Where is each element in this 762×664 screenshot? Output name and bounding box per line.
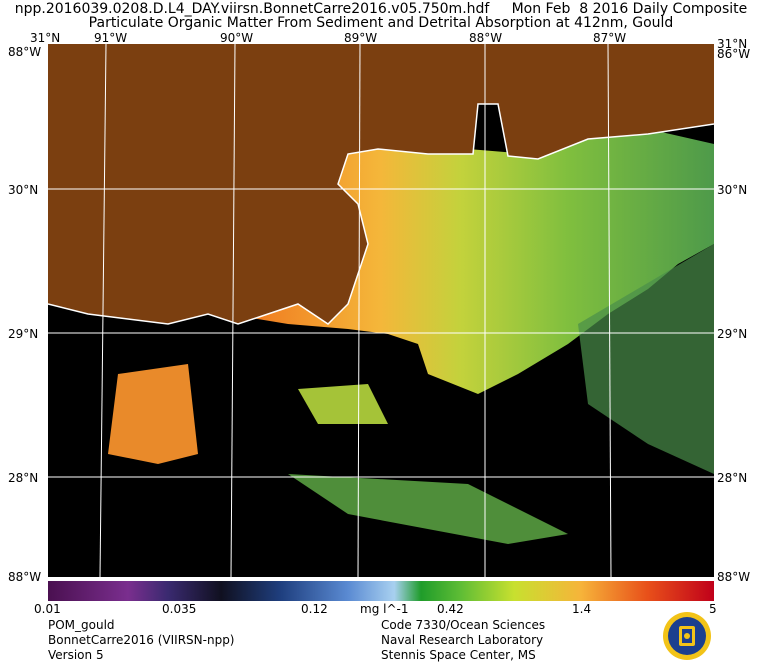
land-area [48, 44, 714, 324]
lat-label-29n-right: 29°N [717, 327, 748, 341]
colorbar-unit: mg l^-1 [360, 602, 409, 616]
footer-location: Stennis Space Center, MS [381, 648, 536, 662]
offshore-patch-east [578, 244, 714, 474]
footer-product: POM_gould [48, 618, 115, 632]
offshore-patch-west [108, 364, 198, 464]
colorbar-tick-3: 0.42 [437, 602, 464, 616]
lon-label-bottom-right: 88°W [717, 570, 751, 584]
lon-label-90w: 90°W [220, 31, 254, 45]
colorbar-tick-1: 0.035 [162, 602, 197, 616]
colorbar-gradient [48, 581, 714, 601]
lon-label-89w: 89°W [344, 31, 378, 45]
offshore-patch-mid [298, 384, 388, 424]
colorbar-tick-4: 1.4 [572, 602, 592, 616]
lon-label-87w: 87°W [593, 31, 627, 45]
lat-label-30n-right: 30°N [717, 183, 748, 197]
footer-version: Version 5 [48, 648, 104, 662]
lon-label-corner-right: 86°W [717, 47, 751, 61]
lat-label-top-right: 31°N [717, 37, 748, 51]
lat-label-29n-left: 29°N [8, 327, 39, 341]
lon-label-corner-left: 88°W [8, 45, 42, 59]
footer-lab: Naval Research Laboratory [381, 633, 544, 647]
lat-label-28n-left: 28°N [8, 471, 39, 485]
lat-label-30n-left: 30°N [8, 183, 39, 197]
lat-label-28n-right: 28°N [717, 471, 748, 485]
graticule [48, 44, 714, 577]
map-panel [48, 44, 714, 577]
lon-label-88w: 88°W [469, 31, 503, 45]
colorbar-tick-5: 5 [709, 602, 717, 616]
header-line-2: Particulate Organic Matter From Sediment… [88, 15, 674, 31]
lon-label-bottom-left: 88°W [8, 570, 42, 584]
footer-code: Code 7330/Ocean Sciences [381, 618, 546, 632]
lon-label-91w: 91°W [94, 31, 128, 45]
coastline [48, 103, 714, 325]
colorbar [48, 581, 714, 601]
colorbar-tick-2: 0.12 [301, 602, 328, 616]
footer-region: BonnetCarre2016 (VIIRSN-npp) [48, 633, 235, 647]
colorbar-tick-0: 0.01 [34, 602, 61, 616]
header-line-1: npp.2016039.0208.D.L4_DAY.viirsn.BonnetC… [14, 1, 748, 17]
nrl-seal-icon [663, 612, 711, 660]
lat-label-top-left: 31°N [30, 31, 61, 45]
